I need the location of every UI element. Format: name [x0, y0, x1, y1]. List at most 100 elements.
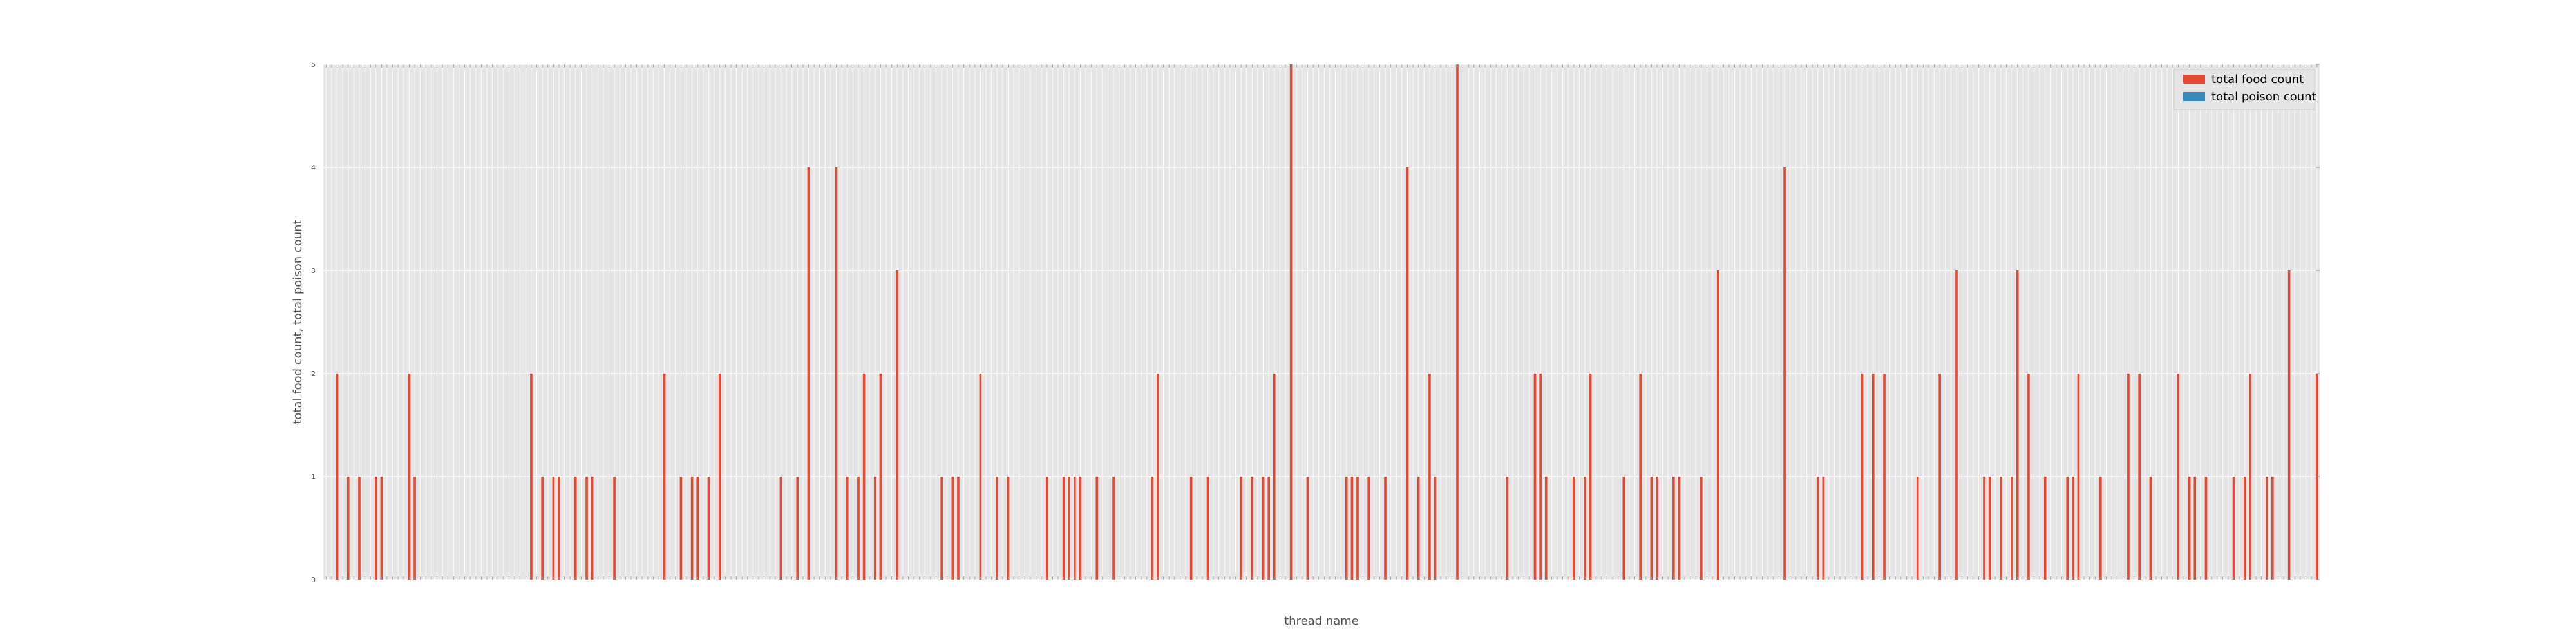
bar-total-food-count	[408, 374, 411, 580]
bar-total-food-count	[1356, 477, 1359, 580]
bar-total-food-count	[1251, 477, 1254, 580]
bar-total-food-count	[591, 477, 594, 580]
bar-total-food-count	[1045, 477, 1048, 580]
bar-total-food-count	[541, 477, 544, 580]
bar-total-food-count	[896, 270, 899, 580]
bar-total-food-count	[951, 477, 954, 580]
bar-total-food-count	[1584, 477, 1586, 580]
bar-total-food-count	[1434, 477, 1437, 580]
bar-total-food-count	[2077, 374, 2080, 580]
bar-total-food-count	[1073, 477, 1076, 580]
bar-total-food-count	[1656, 477, 1658, 580]
bar-total-food-count	[1544, 477, 1548, 580]
bar-total-food-count	[2127, 374, 2130, 580]
bar-total-food-count	[1406, 167, 1409, 580]
bar-total-food-count	[2043, 477, 2047, 580]
bar-total-food-count	[663, 374, 666, 580]
bar-total-food-count	[2287, 270, 2291, 580]
bar-total-food-count	[1456, 64, 1459, 580]
legend: total food count total poison count	[2174, 69, 2316, 110]
bar-total-food-count	[2149, 477, 2152, 580]
bar-total-food-count	[613, 477, 616, 580]
bar-total-food-count	[2099, 477, 2102, 580]
bar-total-food-count	[835, 167, 838, 580]
bar-total-food-count	[2266, 477, 2269, 580]
bar-total-food-count	[2016, 270, 2019, 580]
bar-total-food-count	[558, 477, 560, 580]
bar-total-food-count	[1672, 477, 1675, 580]
bar-total-food-count	[1572, 477, 1575, 580]
bar-total-food-count	[1095, 477, 1099, 580]
bar-total-food-count	[1417, 477, 1420, 580]
bar-total-food-count	[2243, 477, 2246, 580]
bar-total-food-count	[707, 477, 710, 580]
bar-total-food-count	[2071, 477, 2074, 580]
bar-total-food-count	[1988, 477, 1991, 580]
legend-label-poison: total poison count	[2211, 90, 2316, 104]
bar-total-food-count	[690, 477, 694, 580]
bar-total-food-count	[1639, 374, 1642, 580]
bar-total-food-count	[1306, 477, 1309, 580]
bar-total-food-count	[1938, 374, 1941, 580]
bar-total-food-count	[1151, 477, 1154, 580]
bar-total-food-count	[796, 477, 799, 580]
bar-total-food-count	[779, 477, 782, 580]
y-tick-label: 5	[311, 61, 316, 69]
bar-total-food-count	[1622, 477, 1625, 580]
axis-ticks: 0 1 2 3 4 5	[311, 61, 2320, 584]
bar-total-food-count	[1539, 374, 1542, 580]
bar-total-food-count	[530, 374, 533, 580]
bar-total-food-count	[1861, 374, 1864, 580]
bar-total-food-count	[336, 374, 339, 580]
bar-total-food-count	[1240, 477, 1242, 580]
bar-total-food-count	[1533, 374, 1537, 580]
bar-total-food-count	[1983, 477, 1985, 580]
bar-total-food-count	[1716, 270, 1719, 580]
bar-total-food-count	[2193, 477, 2197, 580]
bar-total-food-count	[358, 477, 361, 580]
bar-total-food-count	[1678, 477, 1681, 580]
bar-total-food-count	[1650, 477, 1653, 580]
bar-total-food-count	[1700, 477, 1703, 580]
bar-total-food-count	[696, 477, 699, 580]
y-tick-label: 0	[311, 576, 316, 584]
bar-total-food-count	[552, 477, 555, 580]
bar-total-food-count	[718, 374, 721, 580]
bar-total-food-count	[979, 374, 982, 580]
legend-swatch-food	[2183, 75, 2205, 84]
bar-total-food-count	[2204, 477, 2208, 580]
bar-total-food-count	[1267, 477, 1271, 580]
bar-total-food-count	[1506, 477, 1509, 580]
bar-total-food-count	[2232, 477, 2235, 580]
bar-total-food-count	[585, 477, 588, 580]
bar-total-food-count	[862, 374, 866, 580]
bar-total-food-count	[1871, 374, 1875, 580]
bar-total-food-count	[1206, 477, 1209, 580]
bar-total-food-count	[346, 477, 350, 580]
bars	[336, 64, 2318, 580]
plot-background	[323, 64, 2320, 580]
bar-total-food-count	[1273, 374, 1276, 580]
bar-total-food-count	[1428, 374, 1431, 580]
bar-total-food-count	[1157, 374, 1159, 580]
bar-total-food-count	[1589, 374, 1592, 580]
bar-total-food-count	[957, 477, 960, 580]
bar-total-food-count	[2138, 374, 2141, 580]
legend-swatch-poison	[2183, 92, 2205, 101]
bar-total-food-count	[879, 374, 882, 580]
bar-total-food-count	[2066, 477, 2069, 580]
bar-total-food-count	[2249, 374, 2252, 580]
bar-total-food-count	[1345, 477, 1348, 580]
bar-total-food-count	[807, 167, 810, 580]
bar-total-food-count	[413, 477, 416, 580]
bar-total-food-count	[1367, 477, 1370, 580]
bar-total-food-count	[873, 477, 876, 580]
bar-total-food-count	[1883, 374, 1886, 580]
y-tick-label: 2	[311, 370, 316, 378]
bar-total-food-count	[1783, 167, 1786, 580]
bar-total-food-count	[2271, 477, 2274, 580]
bar-total-food-count	[1262, 477, 1265, 580]
bar-total-food-count	[1955, 270, 1958, 580]
bar-total-food-count	[1816, 477, 1819, 580]
